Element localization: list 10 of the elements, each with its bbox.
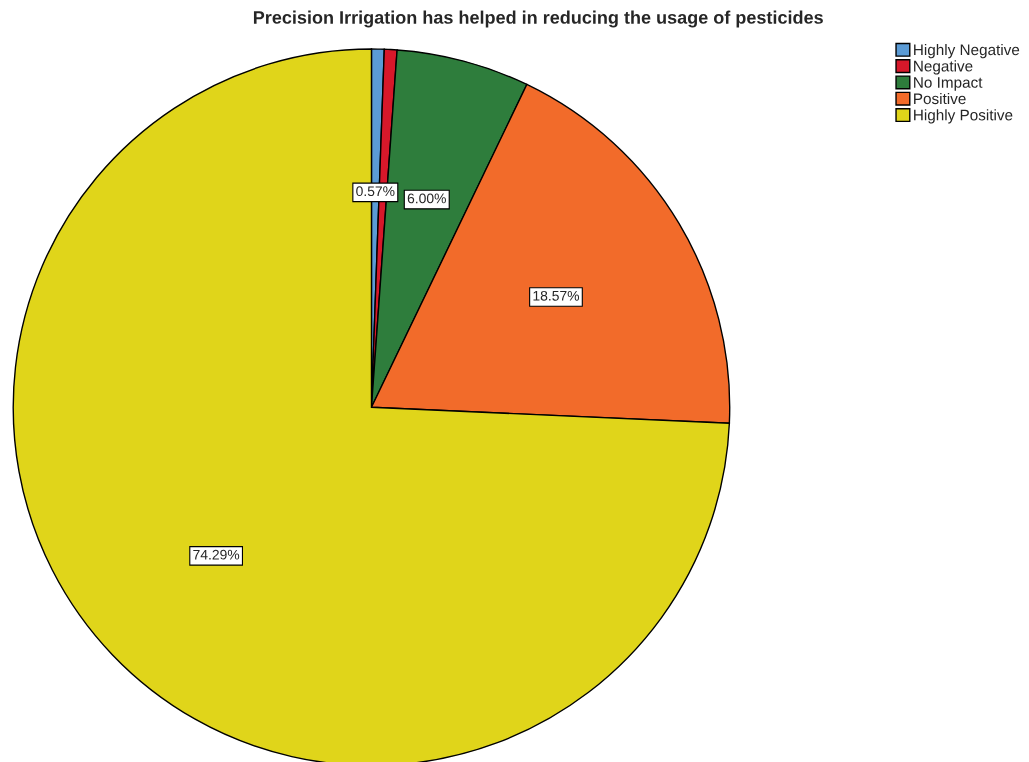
data-label: 6.00% bbox=[407, 193, 446, 204]
legend-label: Highly Negative bbox=[914, 44, 1020, 59]
legend-label: No Impact bbox=[914, 77, 983, 91]
legend-label: Highly Positive bbox=[914, 109, 1013, 124]
legend-label: Negative bbox=[914, 60, 973, 75]
data-label: 18.57% bbox=[533, 290, 580, 301]
data-label: 74.29% bbox=[193, 549, 240, 560]
chart-title: Precision Irrigation has helped in reducing the usage of pesticides bbox=[253, 10, 823, 28]
data-label: 0.57% bbox=[356, 186, 395, 197]
legend-label: Positive bbox=[914, 92, 966, 105]
